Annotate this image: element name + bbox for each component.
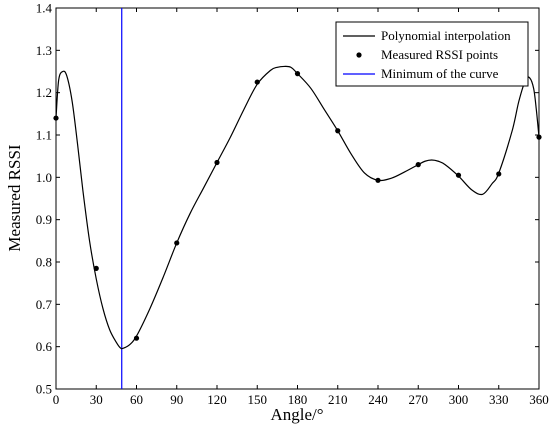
legend-label-interpolation: Polynomial interpolation: [381, 28, 511, 43]
measured-point: [415, 162, 421, 168]
y-tick-label: 1.2: [36, 85, 52, 100]
measured-point: [536, 134, 542, 140]
x-axis-ticks: 0 30 60 90 120 150 180 210 240 270 300 330 360: [53, 8, 549, 407]
legend-label-points: Measured RSSI points: [381, 47, 498, 62]
x-tick-label: 60: [130, 392, 143, 407]
y-tick-label: 1.0: [36, 170, 52, 185]
y-axis-title: Measured RSSI: [5, 144, 24, 252]
x-tick-label: 300: [449, 392, 469, 407]
measured-point: [53, 115, 59, 121]
measured-point: [375, 177, 381, 183]
legend-box: [335, 21, 529, 87]
measured-point: [294, 71, 301, 77]
x-tick-label: 90: [170, 392, 183, 407]
y-tick-label: 0.8: [36, 255, 52, 270]
measured-point: [254, 79, 260, 85]
x-tick-label: 180: [288, 392, 308, 407]
measured-point: [496, 171, 502, 177]
interpolation-curve: [55, 65, 540, 350]
y-tick-label: 1.1: [36, 128, 52, 143]
x-tick-label: 360: [529, 392, 549, 407]
x-tick-label: 330: [489, 392, 509, 407]
y-tick-label: 0.9: [36, 212, 52, 227]
measured-point: [93, 265, 99, 271]
x-tick-label: 150: [248, 392, 268, 407]
y-tick-label: 1.3: [36, 43, 52, 58]
measured-point: [214, 159, 220, 166]
x-tick-label: 270: [409, 392, 429, 407]
legend-point-swatch: [356, 52, 362, 58]
x-axis-title: Angle/°: [270, 405, 323, 424]
x-tick-label: 210: [328, 392, 348, 407]
interpolation-curve-layer: [55, 65, 540, 350]
legend-label-minimum: Minimum of the curve: [381, 66, 499, 81]
x-tick-label: 30: [90, 392, 103, 407]
measured-point: [335, 128, 341, 134]
x-tick-label: 0: [53, 392, 60, 407]
y-tick-label: 0.7: [36, 297, 53, 312]
y-axis-ticks: 0.5 0.6 0.7 0.8 0.9 1.0 1.1 1.2 1.3 1.4: [36, 1, 539, 397]
measured-point: [455, 172, 462, 178]
measured-point: [133, 335, 140, 341]
legend: Polynomial interpolation Measured RSSI p…: [335, 21, 529, 87]
y-tick-label: 0.5: [36, 382, 52, 397]
y-tick-label: 1.4: [36, 1, 53, 16]
x-tick-label: 240: [368, 392, 388, 407]
x-tick-label: 120: [207, 392, 227, 407]
measured-point: [174, 240, 180, 246]
y-tick-label: 0.6: [36, 339, 53, 354]
measured-points-layer: [53, 71, 542, 341]
